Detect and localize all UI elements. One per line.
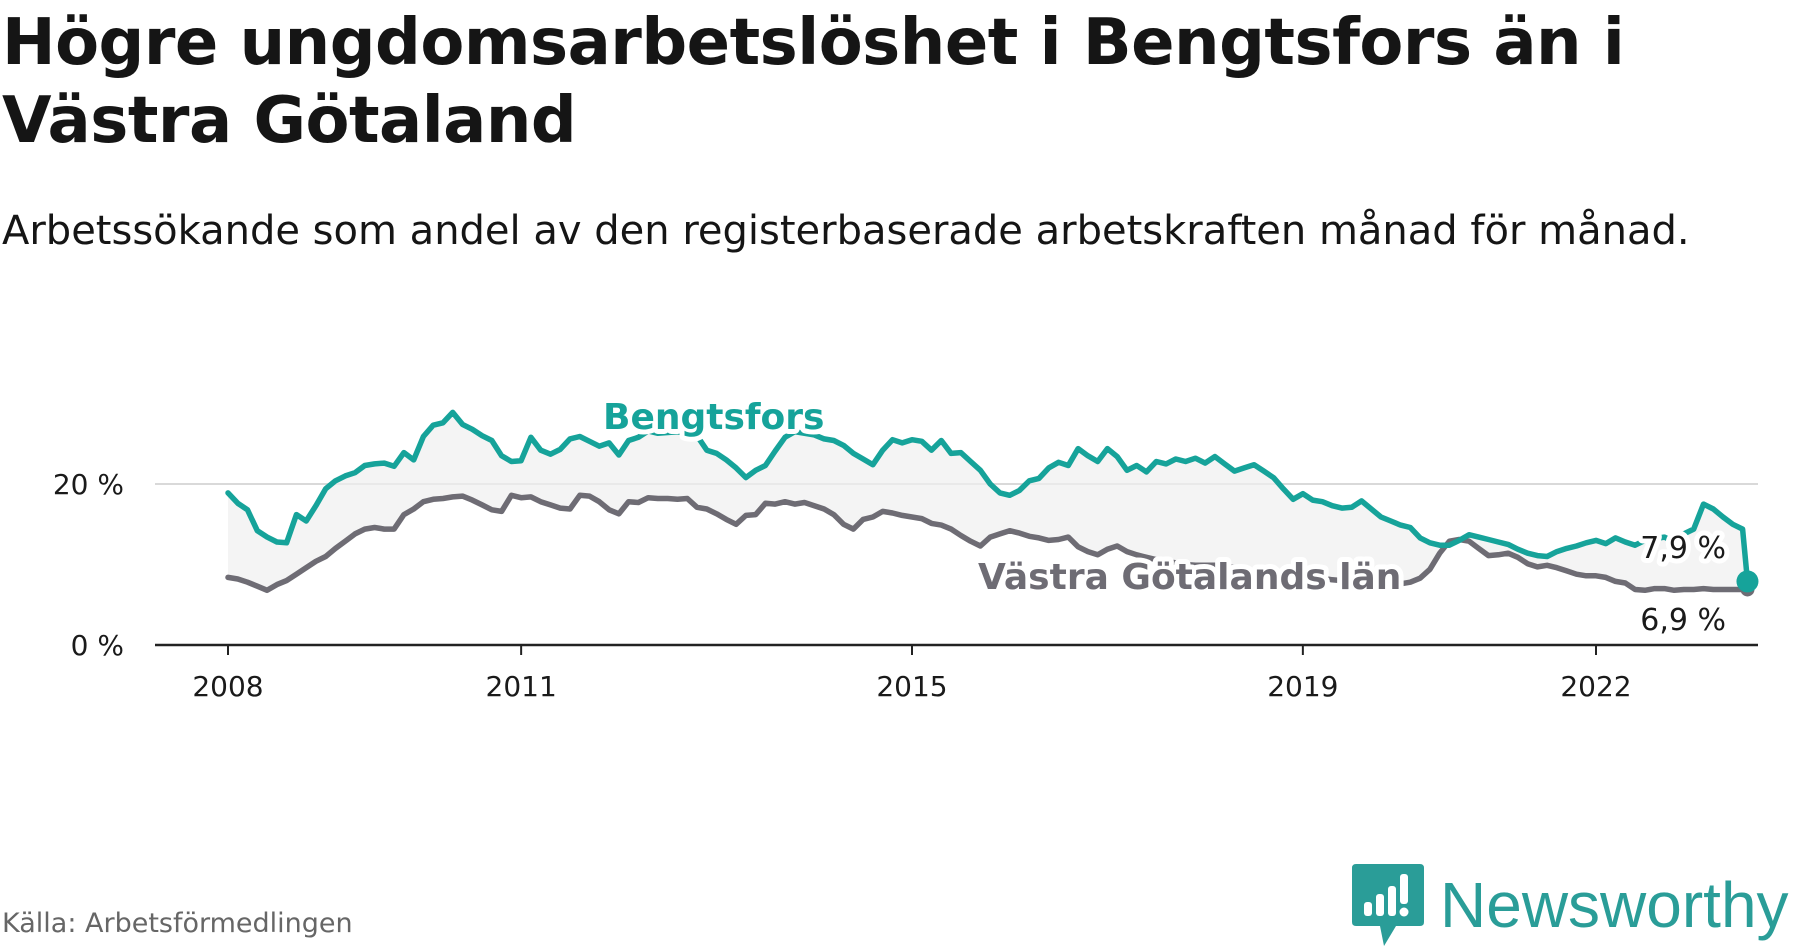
chart-series-lines [225, 409, 1759, 597]
end-value-label-bengtsfors: 7,9 % [1640, 531, 1726, 566]
series-end-point-bengtsfors [1736, 570, 1759, 593]
newsworthy-logo: Newsworthy [1350, 860, 1789, 950]
x-tick-label: 2011 [486, 670, 557, 703]
newsworthy-logo-text: Newsworthy [1440, 869, 1789, 941]
y-tick-label: 0 % [71, 629, 124, 662]
chart-gap-fill [228, 412, 1748, 591]
series-label-bengtsfors-halo: Bengtsfors [603, 397, 824, 438]
x-tick-label: 2008 [192, 670, 263, 703]
series-label-bengtsfors: Bengtsfors [603, 397, 824, 438]
end-value-label-vastra-gotaland: 6,9 % [1640, 603, 1726, 638]
series-gap-area [228, 412, 1748, 591]
chart-axes: 0 % 20 % 2008 2011 2015 2019 2022 [53, 468, 1758, 703]
x-tick-label: 2015 [876, 670, 947, 703]
x-tick-label: 2019 [1267, 670, 1338, 703]
series-label-vastra-gotaland-halo: Västra Götalands län [978, 557, 1401, 598]
series-line-bengtsfors [225, 409, 1751, 585]
page-subtitle: Arbetssökande som andel av den registerb… [2, 208, 1690, 254]
end-value-label-vastra-gotaland-halo: 6,9 % [1640, 603, 1726, 638]
end-value-label-bengtsfors-halo: 7,9 % [1640, 531, 1726, 566]
series-line-vastra-gotaland [225, 492, 1751, 594]
newsworthy-logo-icon [1352, 864, 1424, 946]
series-label-vastra-gotaland: Västra Götalands län [978, 557, 1401, 598]
page-title: Högre ungdomsarbetslöshet i Bengtsfors ä… [2, 6, 1625, 158]
x-tick-label: 2022 [1560, 670, 1631, 703]
source-note: Källa: Arbetsförmedlingen [2, 908, 353, 939]
y-tick-label: 20 % [53, 468, 124, 501]
